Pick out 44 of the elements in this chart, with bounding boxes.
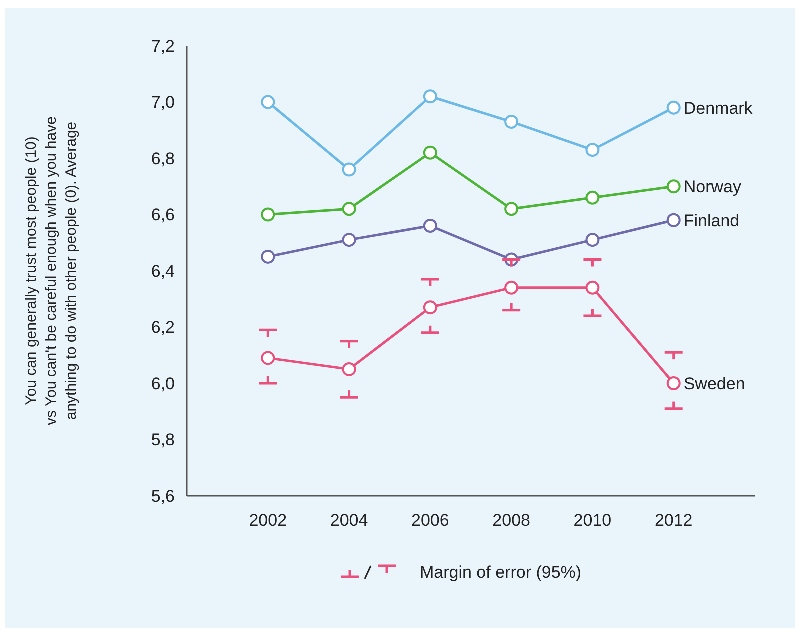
- point: [504, 114, 519, 129]
- series-label: Denmark: [684, 98, 754, 118]
- point: [666, 100, 681, 115]
- point: [342, 233, 356, 248]
- point: [423, 219, 438, 233]
- point: [423, 90, 438, 104]
- point: [342, 362, 356, 376]
- y-tick-label: 5,6: [151, 486, 175, 506]
- point: [423, 300, 438, 315]
- y-tick-label: 6,4: [151, 262, 175, 281]
- point: [504, 202, 519, 216]
- y-tick-label: 6,2: [151, 318, 175, 338]
- point: [261, 250, 276, 264]
- point: [586, 280, 600, 295]
- point: [261, 95, 276, 110]
- x-tick-label: 2010: [574, 511, 612, 530]
- x-tick-label: 2004: [330, 511, 368, 530]
- point: [261, 351, 276, 366]
- y-tick-label: 7,2: [151, 36, 175, 56]
- point: [342, 202, 356, 216]
- point: [586, 233, 600, 248]
- point: [504, 280, 519, 295]
- x-tick-label: 2002: [249, 511, 288, 530]
- series-label: Finland: [684, 211, 740, 230]
- series-label: Norway: [684, 178, 742, 197]
- x-tick-label: 2006: [412, 511, 450, 530]
- point: [586, 143, 600, 158]
- y-axis-title: You can generally trust most people (10) vs You can't be careful enough when you have anything to do with other people (0). Average: [23, 116, 80, 426]
- x-tick-label: 2012: [654, 511, 693, 530]
- y-tick-label: 5,8: [151, 430, 175, 450]
- point: [666, 213, 681, 228]
- text: Margin of error (95%): [420, 563, 582, 582]
- point: [666, 376, 681, 390]
- point: [666, 180, 681, 194]
- point: [261, 208, 276, 222]
- y-tick-label: 6,8: [151, 149, 175, 168]
- point: [586, 190, 600, 205]
- point: [423, 146, 438, 160]
- point: [342, 162, 356, 177]
- y-tick-label: 7,0: [151, 93, 175, 112]
- y-tick-label: 6,6: [151, 206, 175, 225]
- x-tick-label: 2008: [492, 511, 530, 530]
- y-tick-label: 6,0: [151, 374, 175, 394]
- series-label: Sweden: [684, 374, 746, 394]
